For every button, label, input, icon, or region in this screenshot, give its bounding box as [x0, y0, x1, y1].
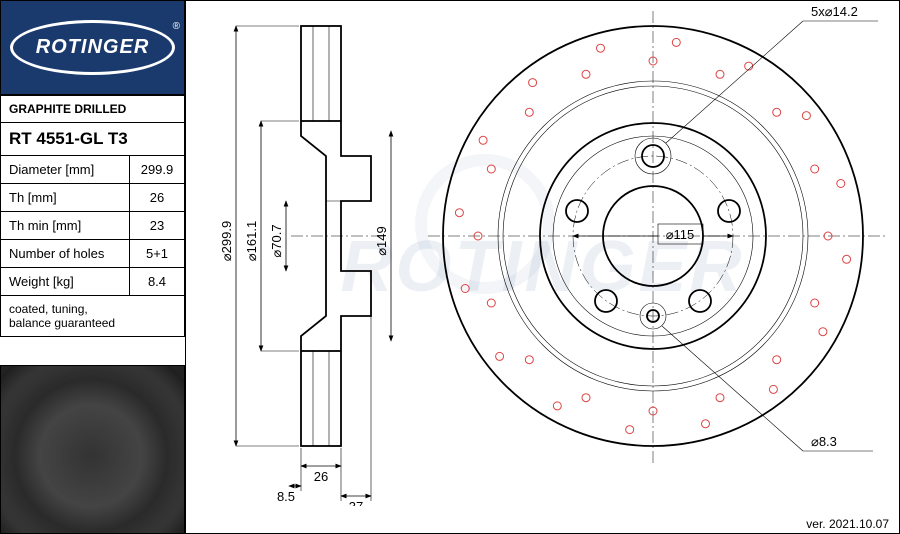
- spec-label: Weight [kg]: [1, 268, 130, 296]
- spec-table: GRAPHITE DRILLED RT 4551-GL T3 Diameter …: [0, 95, 185, 337]
- spec-label: Number of holes: [1, 240, 130, 268]
- spec-value: 299.9: [130, 156, 185, 184]
- bolt-hole-callout: 5x⌀14.2: [811, 6, 858, 19]
- center-hole-callout: ⌀8.3: [811, 434, 837, 449]
- dim-offset: 8.5: [277, 489, 295, 504]
- dim-outer-dia: ⌀299.9: [219, 221, 234, 261]
- dim-bore: ⌀70.7: [269, 224, 284, 257]
- table-row: Weight [kg]8.4: [1, 268, 185, 296]
- registered-mark: ®: [173, 21, 180, 32]
- technical-drawing: ROTINGER: [185, 0, 900, 534]
- spec-value: 5+1: [130, 240, 185, 268]
- brand-logo-ellipse: ROTINGER ®: [10, 20, 175, 75]
- dim-hat-depth: 37: [349, 499, 363, 506]
- front-view: ⌀115 5x⌀14.2 ⌀8.3: [428, 6, 898, 496]
- spec-label: Th [mm]: [1, 184, 130, 212]
- dim-bolt-circle: ⌀115: [666, 227, 695, 242]
- spec-label: Diameter [mm]: [1, 156, 130, 184]
- table-row: Diameter [mm]299.9: [1, 156, 185, 184]
- brand-logo-panel: ROTINGER ®: [0, 0, 185, 95]
- dim-hat-dia: ⌀161.1: [244, 221, 259, 261]
- table-row: Number of holes5+1: [1, 240, 185, 268]
- version-label: ver. 2021.10.07: [806, 517, 889, 531]
- part-number: RT 4551-GL T3: [1, 123, 185, 156]
- table-row: Th min [mm]23: [1, 212, 185, 240]
- spec-notes: coated, tuning, balance guaranteed: [1, 296, 185, 337]
- dim-inner-ref: ⌀149: [374, 226, 389, 256]
- brand-name: ROTINGER: [36, 36, 150, 59]
- spec-value: 8.4: [130, 268, 185, 296]
- product-type: GRAPHITE DRILLED: [1, 96, 185, 123]
- product-photo-panel: [0, 365, 185, 534]
- spec-label: Th min [mm]: [1, 212, 130, 240]
- spec-value: 26: [130, 184, 185, 212]
- table-row: Th [mm]26: [1, 184, 185, 212]
- dim-thickness: 26: [314, 469, 328, 484]
- spec-value: 23: [130, 212, 185, 240]
- section-view: ⌀299.9 ⌀161.1 ⌀70.7 ⌀149 26 8.5 37: [191, 6, 431, 506]
- brake-disc-photo: [0, 365, 185, 534]
